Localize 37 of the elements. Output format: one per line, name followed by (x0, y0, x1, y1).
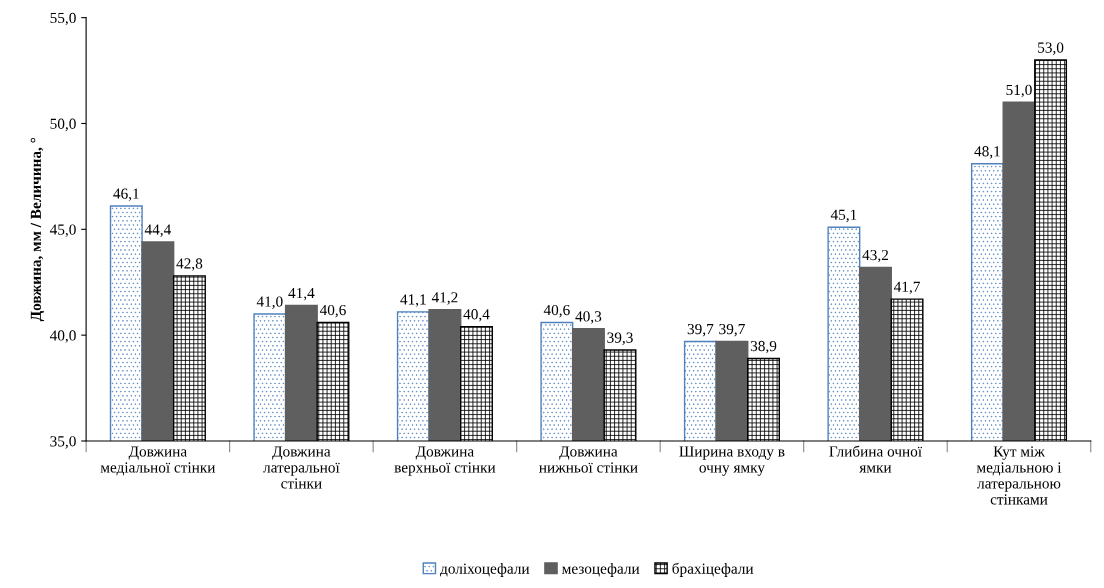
data-label: 40,3 (575, 311, 602, 324)
data-label: 41,1 (400, 294, 426, 307)
data-label: 48,1 (974, 146, 1000, 159)
y-tick-label: 45,0 (49, 224, 76, 237)
data-label: 41,2 (431, 292, 458, 305)
data-label: 39,7 (719, 323, 745, 337)
data-label: 40,4 (463, 309, 490, 322)
data-label: 53,0 (1038, 42, 1064, 55)
x-tick-label: Довжина нижньої стінки (539, 446, 638, 473)
data-label: 40,6 (543, 304, 570, 318)
legend-label: мезоцефали (562, 563, 640, 577)
legend-label: брахіцефали (672, 562, 754, 577)
data-label: 38,9 (750, 340, 777, 354)
y-axis-title: Довжина, мм / Величина, ° (30, 137, 45, 322)
x-tick-label: Кут між медіальною і латеральною стінками (976, 446, 1062, 505)
y-tick-label: 35,0 (50, 436, 76, 449)
y-tick-label: 55,0 (50, 12, 76, 26)
x-tick-label: Ширина входу в очну ямку (679, 446, 785, 476)
data-label: 42,8 (176, 258, 203, 271)
x-tick-label: Глибина очної ямки (829, 445, 923, 473)
data-label: 51,0 (1006, 84, 1032, 98)
y-tick-label: 40,0 (49, 330, 76, 343)
data-label: 39,3 (607, 332, 633, 345)
x-tick-label: Довжина медіальної стінки (100, 446, 216, 476)
data-label: 45,1 (830, 209, 857, 223)
data-label: 39,7 (687, 323, 714, 337)
y-tick-label: 50,0 (50, 118, 76, 132)
data-label: 40,6 (319, 304, 346, 318)
data-label: 41,4 (288, 288, 315, 301)
data-label: 41,0 (256, 296, 283, 309)
data-label: 46,1 (113, 188, 139, 201)
legend-label: доліхоцефали (440, 563, 530, 577)
data-label: 44,4 (144, 224, 171, 237)
x-tick-label: Довжина верхньої стінки (394, 446, 496, 476)
data-label: 41,7 (893, 281, 920, 295)
x-tick-label: Довжина латеральної стінки (263, 446, 340, 489)
data-label: 43,2 (862, 249, 888, 263)
